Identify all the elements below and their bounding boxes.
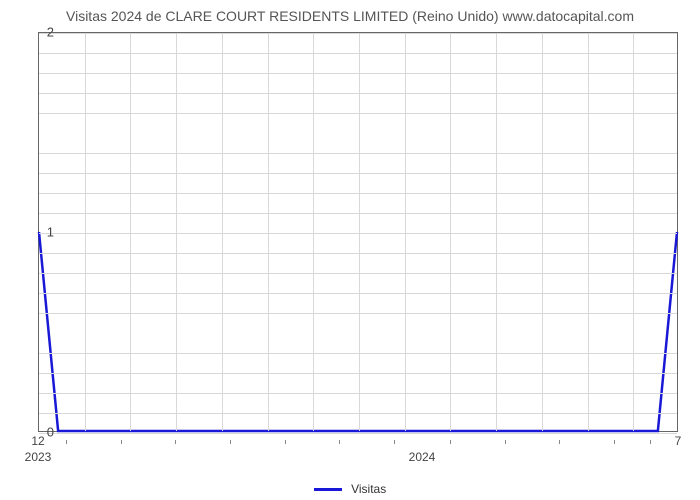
x-minor-tick xyxy=(121,440,122,444)
grid-line-h-minor xyxy=(39,253,677,254)
x-minor-tick xyxy=(559,440,560,444)
grid-line-v xyxy=(450,33,451,431)
grid-line-h xyxy=(39,33,677,34)
grid-line-v xyxy=(222,33,223,431)
x-minor-tick xyxy=(450,440,451,444)
grid-line-h-minor xyxy=(39,373,677,374)
x-minor-tick xyxy=(66,440,67,444)
grid-line-h-minor xyxy=(39,193,677,194)
grid-line-h-minor xyxy=(39,353,677,354)
grid-line-h-minor xyxy=(39,153,677,154)
grid-line-v xyxy=(268,33,269,431)
grid-line-v xyxy=(633,33,634,431)
grid-line-v xyxy=(405,33,406,431)
grid-line-v xyxy=(359,33,360,431)
chart-title: Visitas 2024 de CLARE COURT RESIDENTS LI… xyxy=(0,8,700,24)
grid-line-v xyxy=(176,33,177,431)
grid-line-h-minor xyxy=(39,293,677,294)
grid-line-v xyxy=(588,33,589,431)
grid-line-h-minor xyxy=(39,53,677,54)
x-minor-tick xyxy=(650,440,651,444)
legend-swatch xyxy=(314,488,342,491)
grid-line-h-minor xyxy=(39,313,677,314)
chart-container: Visitas 2024 de CLARE COURT RESIDENTS LI… xyxy=(0,8,700,500)
x-minor-tick xyxy=(394,440,395,444)
x-minor-tick xyxy=(285,440,286,444)
grid-line-h-minor xyxy=(39,213,677,214)
y-tick-label: 1 xyxy=(24,225,54,240)
x-minor-tick xyxy=(175,440,176,444)
y-tick-label: 2 xyxy=(24,25,54,40)
grid-line-v xyxy=(130,33,131,431)
plot-area xyxy=(38,32,678,432)
grid-line-h-minor xyxy=(39,93,677,94)
grid-line-h-minor xyxy=(39,273,677,274)
legend: Visitas xyxy=(0,482,700,496)
grid-line-v xyxy=(542,33,543,431)
grid-line-v xyxy=(313,33,314,431)
grid-line-h-minor xyxy=(39,113,677,114)
x-minor-tick xyxy=(230,440,231,444)
grid-line-h-minor xyxy=(39,413,677,414)
grid-line-h-minor xyxy=(39,393,677,394)
grid-line-h xyxy=(39,233,677,234)
x-tick-label: 12 xyxy=(31,434,44,448)
grid-line-h xyxy=(39,433,677,434)
x-minor-tick xyxy=(505,440,506,444)
x-year-label: 2024 xyxy=(409,450,436,464)
legend-label: Visitas xyxy=(351,482,386,496)
grid-line-v xyxy=(85,33,86,431)
x-minor-tick xyxy=(614,440,615,444)
grid-line-h-minor xyxy=(39,173,677,174)
x-tick-label: 7 xyxy=(675,434,682,448)
grid-line-h-minor xyxy=(39,73,677,74)
x-year-label: 2023 xyxy=(25,450,52,464)
x-minor-tick xyxy=(339,440,340,444)
grid-line-v xyxy=(496,33,497,431)
series-polyline xyxy=(39,232,677,431)
